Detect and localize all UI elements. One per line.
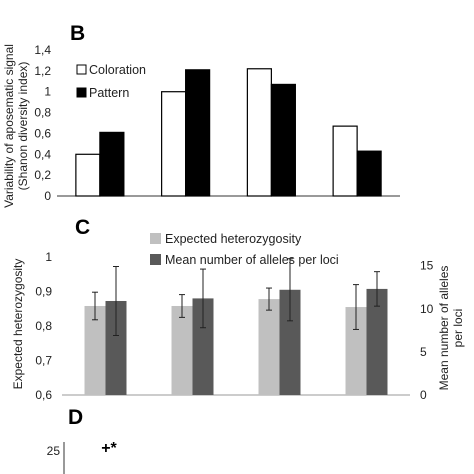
- panel-c-chart: C Expected heterozygosity Mean number of…: [11, 216, 465, 402]
- panel-c-bar-heterozygosity-2: [171, 305, 193, 395]
- panel-b-y-tick-label: 0: [44, 189, 51, 203]
- panel-b-bar-pattern-4: [356, 150, 382, 197]
- legend-label-heterozygosity: Expected heterozygosity: [165, 232, 302, 246]
- panel-c-ylabel-right-line2: per loci: [451, 309, 465, 348]
- panel-c-errorbar-alleles-3: [287, 258, 293, 322]
- legend-label-alleles: Mean number of alleles per loci: [165, 253, 339, 267]
- panel-c-bar-alleles-4: [366, 288, 388, 395]
- panel-c-y-tick-right: 0: [420, 388, 427, 402]
- panel-c-y-tick-right: 5: [420, 345, 427, 359]
- panel-b-y-tick-label: 0,2: [34, 168, 51, 182]
- panel-b-chart: B Variability of aposematic signal (Shan…: [2, 22, 400, 208]
- panel-b-y-tick-label: 0,4: [34, 147, 51, 161]
- panel-b-bar-coloration-1: [75, 153, 101, 197]
- panel-b-bars: [75, 68, 382, 197]
- legend-label-coloration: Coloration: [89, 63, 146, 77]
- panel-c-y-tick-left: 0,8: [35, 319, 52, 333]
- panel-c-errorbar-heterozygosity-4: [353, 284, 359, 330]
- panel-c-legend: Expected heterozygosity Mean number of a…: [150, 232, 339, 267]
- panel-b-y-ticks: 0 0,2 0,4 0,6 0,8 1 1,2 1,4: [34, 43, 51, 203]
- panel-c-errorbar-heterozygosity-2: [179, 294, 185, 318]
- panel-c-errorbar-alleles-2: [200, 268, 206, 329]
- panel-b-bar-pattern-2: [185, 69, 211, 197]
- panel-c-y-tick-right: 10: [420, 302, 434, 316]
- panel-c-errorbar-heterozygosity-3: [266, 287, 272, 311]
- panel-c-y-ticks-right: 0 5 10 15: [420, 259, 434, 402]
- panel-c-ylabel-left: Expected heterozygosity: [11, 259, 25, 390]
- panel-c-errorbar-alleles-1: [113, 265, 119, 336]
- panel-b-y-tick-label: 0,6: [34, 126, 51, 140]
- panel-b-y-tick-label: 0,8: [34, 106, 51, 120]
- panel-c-bar-heterozygosity-1: [84, 305, 106, 395]
- panel-d-letter: D: [68, 406, 83, 429]
- panel-c-letter: C: [75, 216, 90, 239]
- panel-d-y-tick-25: 25: [47, 444, 61, 458]
- panel-d-chart: D 25 +*: [47, 406, 118, 474]
- panel-c-y-ticks-left: 0,6 0,7 0,8 0,9 1: [35, 250, 52, 402]
- panel-c-bar-alleles-2: [192, 298, 214, 395]
- panel-c-y-tick-left: 1: [45, 250, 52, 264]
- panel-c-y-tick-left: 0,9: [35, 285, 52, 299]
- panel-c-bars: [84, 258, 388, 395]
- panel-b-legend: Coloration Pattern: [76, 63, 146, 100]
- panel-c-bar-alleles-1: [105, 300, 127, 395]
- panel-c-bar-heterozygosity-3: [258, 299, 280, 395]
- legend-label-pattern: Pattern: [89, 86, 129, 100]
- panel-b-bar-coloration-2: [161, 91, 187, 197]
- panel-c-ylabel-right-line1: Mean number of alleles: [437, 266, 451, 391]
- panel-c-y-tick-left: 0,7: [35, 354, 52, 368]
- legend-swatch-coloration: [76, 64, 87, 75]
- panel-c-y-tick-left: 0,6: [35, 388, 52, 402]
- panel-b-ylabel-line1: Variability of aposematic signal: [2, 44, 16, 208]
- panel-b-bar-coloration-3: [246, 68, 272, 197]
- panel-b-letter: B: [70, 22, 85, 45]
- panel-b-y-tick-label: 1,4: [34, 43, 51, 57]
- panel-c-bar-alleles-3: [279, 289, 301, 395]
- panel-b-bar-pattern-1: [99, 131, 125, 197]
- legend-swatch-pattern: [76, 87, 87, 98]
- panel-b-y-tick-label: 1,2: [34, 64, 51, 78]
- legend-swatch-alleles: [150, 254, 161, 265]
- panel-b-bar-coloration-4: [332, 125, 358, 197]
- panel-b-bar-pattern-3: [270, 83, 296, 197]
- panel-d-significance-label: +*: [101, 440, 117, 457]
- panel-b-y-tick-label: 1: [44, 85, 51, 99]
- panel-b-ylabel-line2: (Shanon diversity index): [16, 62, 30, 191]
- panel-c-errorbar-heterozygosity-1: [92, 291, 98, 321]
- panel-c-errorbar-alleles-4: [374, 271, 380, 307]
- legend-swatch-heterozygosity: [150, 233, 161, 244]
- panel-c-bar-heterozygosity-4: [345, 307, 367, 395]
- panel-c-y-tick-right: 15: [420, 259, 434, 273]
